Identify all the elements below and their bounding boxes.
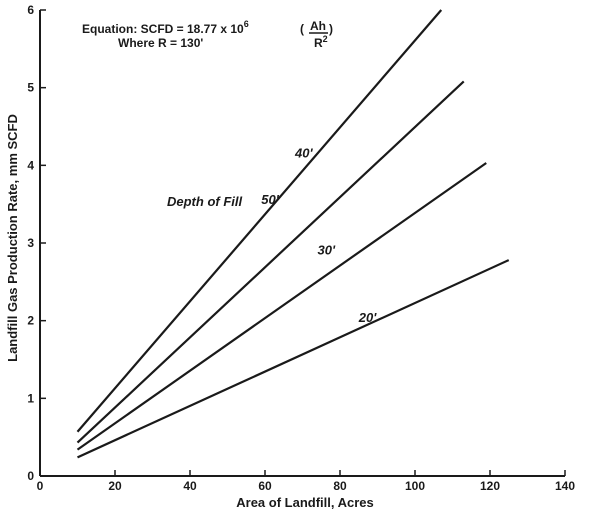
tick-marks — [39, 9, 566, 477]
series-line — [76, 80, 465, 444]
x-tick-label: 80 — [333, 479, 347, 493]
series-label: 20' — [358, 310, 377, 325]
equation-text: Equation: SCFD = 18.77 x 106 — [82, 19, 249, 36]
y-tick-label: 6 — [27, 3, 34, 17]
equation-where-line: Where R = 130' — [118, 36, 203, 50]
y-tick-label: 5 — [27, 81, 34, 95]
x-axis-title: Area of Landfill, Acres — [236, 495, 374, 510]
series-label: 30' — [318, 243, 336, 258]
depth-of-fill-label: Depth of Fill — [167, 194, 242, 209]
x-tick-label: 20 — [108, 479, 122, 493]
equation-numerator: Ah — [310, 19, 326, 33]
y-tick-label: 2 — [27, 314, 34, 328]
series-labels: 50' 40' 30' 20' — [261, 146, 377, 326]
equation-paren-right: ) — [329, 22, 333, 36]
x-tick-label: 0 — [37, 479, 44, 493]
axes — [39, 10, 565, 477]
x-tick-label: 60 — [258, 479, 272, 493]
x-tick-label: 120 — [480, 479, 500, 493]
y-tick-label: 1 — [27, 391, 34, 405]
x-tick-label: 40 — [183, 479, 197, 493]
equation-annotation: Equation: SCFD = 18.77 x 106 ( Ah R2 ) W… — [82, 19, 333, 50]
series-label: 50' — [261, 192, 279, 207]
x-tick-label: 100 — [405, 479, 425, 493]
series-label: 40' — [294, 146, 313, 161]
x-tick-label: 140 — [555, 479, 575, 493]
series-lines — [76, 9, 510, 459]
equation-denominator: R2 — [314, 34, 328, 50]
series-line — [77, 259, 510, 459]
equation-paren-left: ( — [300, 22, 304, 36]
y-tick-label: 3 — [27, 236, 34, 250]
tick-labels: 0 20 40 60 80 100 120 140 0 1 2 3 4 5 6 — [27, 3, 575, 493]
y-tick-label: 4 — [27, 158, 34, 172]
series-line — [76, 162, 487, 451]
y-tick-label: 0 — [27, 469, 34, 483]
y-axis-title: Landfill Gas Production Rate, mm SCFD — [5, 114, 20, 362]
series-line — [76, 9, 443, 433]
